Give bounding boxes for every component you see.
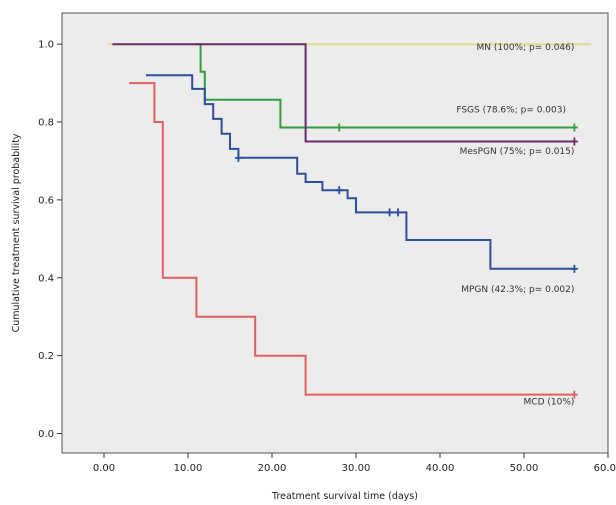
- x-tick-label: 20.00: [258, 463, 287, 474]
- censor-mark-fsgs: [570, 123, 578, 132]
- x-tick-label: 50.00: [510, 463, 539, 474]
- y-tick-label: 0.6: [38, 195, 54, 206]
- censor-mark-fsgs: [335, 123, 343, 132]
- series-label-fsgs: FSGS (78.6%; p= 0.003): [456, 105, 566, 115]
- series-label-mn: MN (100%; p= 0.046): [477, 43, 575, 53]
- censor-mark-mpgn: [394, 208, 402, 217]
- series-layer: [108, 43, 592, 399]
- y-tick-label: 0.0: [38, 429, 54, 440]
- series-label-mpgn: MPGN (42.3%; p= 0.002): [461, 285, 574, 295]
- x-tick-label: 0.00: [93, 463, 115, 474]
- y-axis-title: Cumulative treatment survival probabilit…: [11, 133, 22, 332]
- y-tick-label: 0.8: [38, 118, 54, 129]
- series-label-mcd: MCD (10%): [524, 397, 575, 407]
- x-axis-title: Treatment survival time (days): [271, 491, 418, 502]
- censor-mark-mespgn: [570, 137, 578, 146]
- censor-mark-mpgn: [386, 208, 394, 217]
- axis-layer: 0.00 10.00 20.00 30.00 40.00 50.00 60.00 0.0 0.2…: [38, 40, 616, 474]
- y-tick-label: 1.0: [38, 40, 54, 51]
- curve-fsgs: [196, 43, 575, 129]
- x-tick-label: 30.00: [342, 463, 371, 474]
- y-tick-label: 0.2: [38, 351, 54, 362]
- y-tick-label: 0.4: [38, 273, 54, 284]
- censor-mark-mpgn: [570, 264, 578, 273]
- series-label-mespgn: MesPGN (75%; p= 0.015): [460, 147, 575, 157]
- censor-mark-mpgn: [335, 186, 343, 195]
- curve-mcd: [129, 82, 575, 396]
- curve-mpgn: [146, 74, 575, 270]
- x-tick-label: 10.00: [174, 463, 203, 474]
- censor-mark-mcd: [570, 390, 578, 399]
- label-layer: MN (100%; p= 0.046) FSGS (78.6%; p= 0.003…: [456, 43, 574, 407]
- plot-area: [61, 12, 609, 454]
- censor-mark-mpgn: [234, 153, 242, 162]
- x-tick-label: 60.00: [594, 463, 616, 474]
- x-tick-label: 40.00: [426, 463, 455, 474]
- curve-mespgn: [112, 43, 575, 143]
